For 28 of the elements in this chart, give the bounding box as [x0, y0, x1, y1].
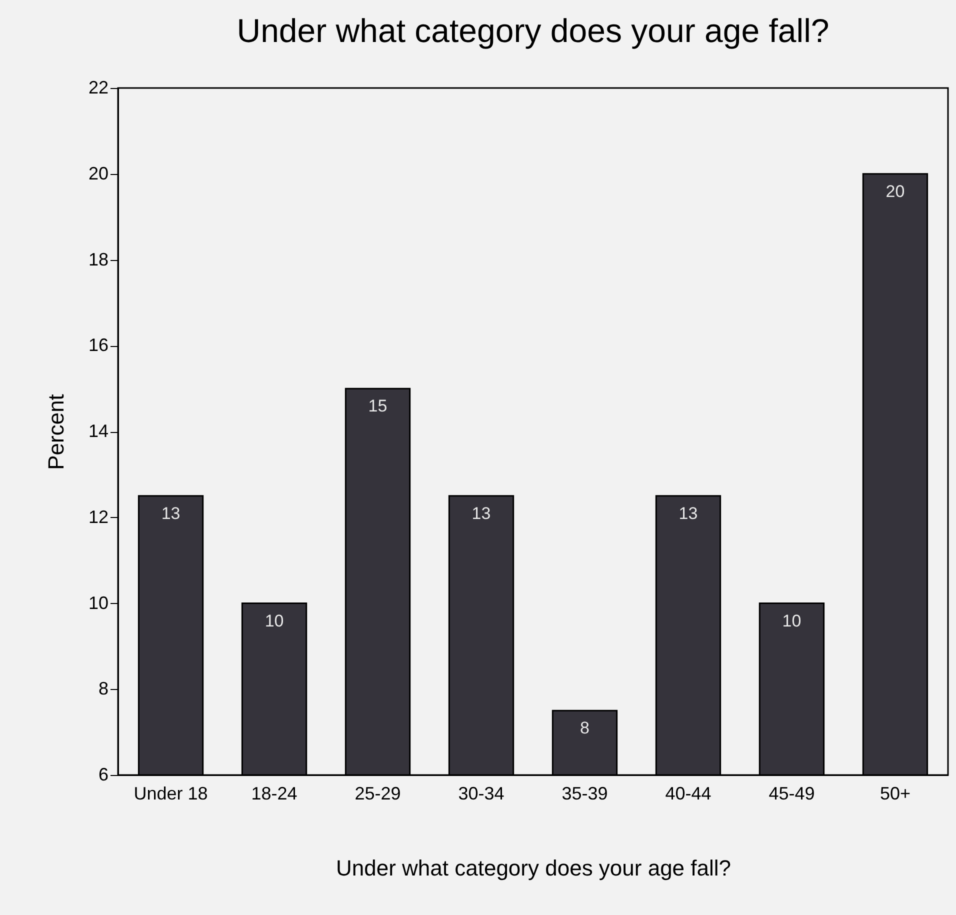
y-tick-label: 16: [88, 335, 108, 356]
y-tick-label: 18: [88, 249, 108, 270]
data-label: 13: [678, 504, 698, 523]
x-tick-label: 30-34: [458, 784, 504, 804]
y-tick-label: 8: [98, 678, 108, 699]
x-tick-label: 25-29: [354, 784, 401, 804]
x-tick-label: Under 18: [134, 784, 208, 804]
data-label: 15: [368, 396, 388, 416]
x-tick-label: 35-39: [562, 784, 608, 804]
y-tick-label: 14: [88, 421, 108, 441]
data-label: 13: [161, 504, 180, 523]
y-tick-label: 6: [98, 764, 108, 784]
data-label: 20: [886, 182, 905, 201]
y-tick-label: 12: [88, 506, 108, 527]
data-label: 10: [264, 611, 284, 630]
x-tick-label: 50+: [880, 784, 910, 804]
x-tick-label: 40-44: [665, 784, 712, 804]
data-label: 13: [472, 504, 491, 523]
y-tick-label: 10: [88, 592, 108, 613]
y-axis-title: Percent: [43, 394, 68, 470]
data-label: 8: [580, 718, 590, 738]
y-tick-label: 20: [88, 163, 108, 184]
x-tick-label: 18-24: [251, 784, 298, 804]
data-label: 10: [782, 611, 802, 630]
x-axis-title: Under what category does your age fall?: [336, 856, 732, 880]
x-tick-label: 45-49: [768, 784, 815, 804]
y-tick-label: 22: [88, 78, 108, 98]
chart-title: Under what category does your age fall?: [236, 12, 830, 49]
